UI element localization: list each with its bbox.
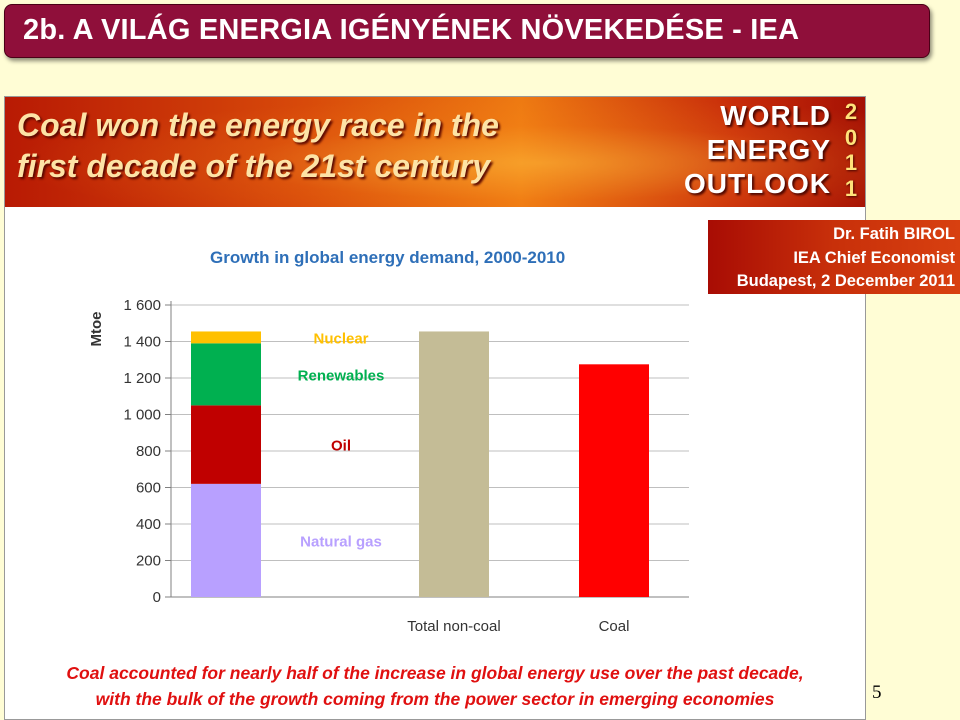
y-tick-label: 400: [136, 516, 161, 533]
y-tick-label: 600: [136, 480, 161, 497]
y-tick-label: 1 400: [123, 334, 161, 351]
stacked-bar-segment: [191, 343, 261, 406]
chart-labels: 0 200 400 600 800 1 000 1 200 1 400 1 600 Mtoe Nat…: [88, 297, 629, 635]
weo-year-digit: 0: [844, 124, 858, 150]
segment-label: Oil: [331, 438, 351, 455]
slide-image: Coal won the energy race in the first de…: [4, 96, 866, 720]
stacked-bar-segment: [191, 483, 261, 597]
bar: [579, 364, 649, 597]
chart-bars: [191, 331, 649, 597]
weo-logo-words: WORLD ENERGY OUTLOOK: [659, 99, 831, 201]
caption-line1: Coal accounted for nearly half of the in…: [66, 663, 804, 683]
caption-line2: with the bulk of the growth coming from …: [95, 689, 775, 709]
y-axis-label: Mtoe: [88, 312, 105, 347]
banner-heading-line2: first decade of the 21st century: [17, 148, 491, 184]
weo-year-digit: 2: [844, 99, 858, 124]
slide-caption: Coal accounted for nearly half of the in…: [5, 660, 865, 712]
y-tick-label: 200: [136, 553, 161, 570]
slide-title-bar: 2b. A VILÁG ENERGIA IGÉNYÉNEK NÖVEKEDÉSE…: [4, 4, 930, 58]
slide-title: 2b. A VILÁG ENERGIA IGÉNYÉNEK NÖVEKEDÉSE…: [23, 14, 800, 46]
y-tick-label: 1 600: [123, 297, 161, 314]
y-tick-label: 800: [136, 443, 161, 460]
x-tick-label: Total non-coal: [407, 618, 500, 635]
weo-year-digit: 1: [844, 175, 858, 201]
banner: Coal won the energy race in the first de…: [5, 97, 865, 207]
weo-logo-word-energy: ENERGY: [706, 134, 831, 165]
x-tick-label: Coal: [599, 618, 630, 635]
author-name: Dr. Fatih BIROL: [833, 225, 955, 243]
author-role: IEA Chief Economist: [793, 248, 955, 267]
segment-label: Natural gas: [300, 533, 382, 550]
page-number: 5: [872, 682, 882, 703]
segment-label: Renewables: [298, 367, 385, 384]
segment-label: Nuclear: [313, 330, 368, 347]
author-event: Budapest, 2 December 2011: [736, 272, 955, 290]
weo-logo-word-outlook: OUTLOOK: [684, 168, 831, 199]
weo-year-digit: 1: [844, 150, 858, 175]
stacked-bar-segment: [191, 331, 261, 344]
y-tick-label: 1 000: [123, 407, 161, 424]
y-tick-label: 0: [153, 589, 161, 606]
bar: [419, 331, 489, 597]
banner-heading: Coal won the energy race in the first de…: [17, 105, 637, 187]
chart: 0 200 400 600 800 1 000 1 200 1 400 1 600 Mtoe Nat…: [88, 297, 689, 635]
weo-logo-word-world: WORLD: [720, 100, 831, 131]
banner-glow: [5, 97, 865, 207]
weo-logo-year: 2 0 1 1: [839, 99, 863, 201]
stacked-bar-segment: [191, 405, 261, 484]
y-tick-label: 1 200: [123, 370, 161, 387]
chart-title: Growth in global energy demand, 2000-201…: [210, 248, 566, 267]
author-box: Dr. Fatih BIROL IEA Chief Economist Buda…: [708, 220, 960, 294]
banner-heading-line1: Coal won the energy race in the: [17, 107, 499, 143]
